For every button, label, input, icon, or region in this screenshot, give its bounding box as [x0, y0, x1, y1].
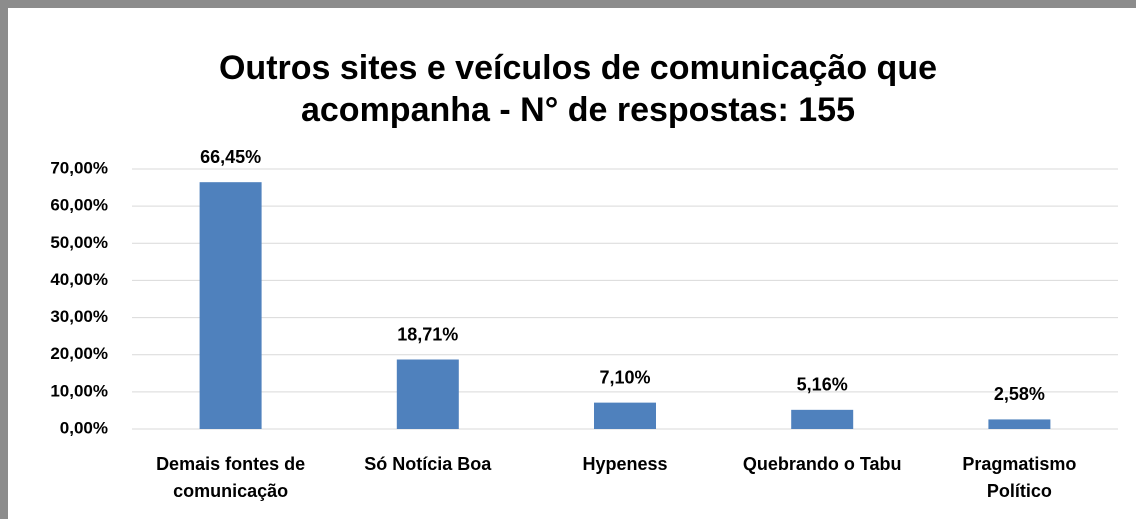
data-label: 18,71% — [397, 324, 458, 344]
y-tick-label: 20,00% — [50, 344, 108, 363]
x-tick-label: Pragmatismo Político — [962, 454, 1076, 501]
x-tick-label: Só Notícia Boa — [364, 454, 492, 474]
y-tick-label: 70,00% — [50, 158, 108, 177]
y-tick-label: 30,00% — [50, 307, 108, 326]
y-tick-label: 60,00% — [50, 196, 108, 215]
bar — [199, 182, 262, 429]
data-label: 2,58% — [994, 384, 1045, 404]
x-tick-label: Hypeness — [582, 454, 667, 474]
x-tick-label: Demais fontes de comunicação — [156, 454, 305, 501]
y-tick-label: 0,00% — [60, 418, 108, 437]
y-tick-label: 10,00% — [50, 381, 108, 400]
y-tick-label: 50,00% — [50, 233, 108, 252]
bar — [791, 409, 854, 429]
bar — [396, 359, 459, 429]
bar — [594, 402, 656, 429]
data-label: 66,45% — [200, 147, 261, 167]
x-tick-label: Quebrando o Tabu — [743, 454, 902, 474]
data-label: 5,16% — [797, 375, 848, 395]
chart-title: Outros sites e veículos de comunicação q… — [219, 49, 937, 129]
data-label: 7,10% — [599, 367, 650, 387]
bar — [988, 419, 1051, 429]
y-tick-label: 40,00% — [50, 270, 108, 289]
